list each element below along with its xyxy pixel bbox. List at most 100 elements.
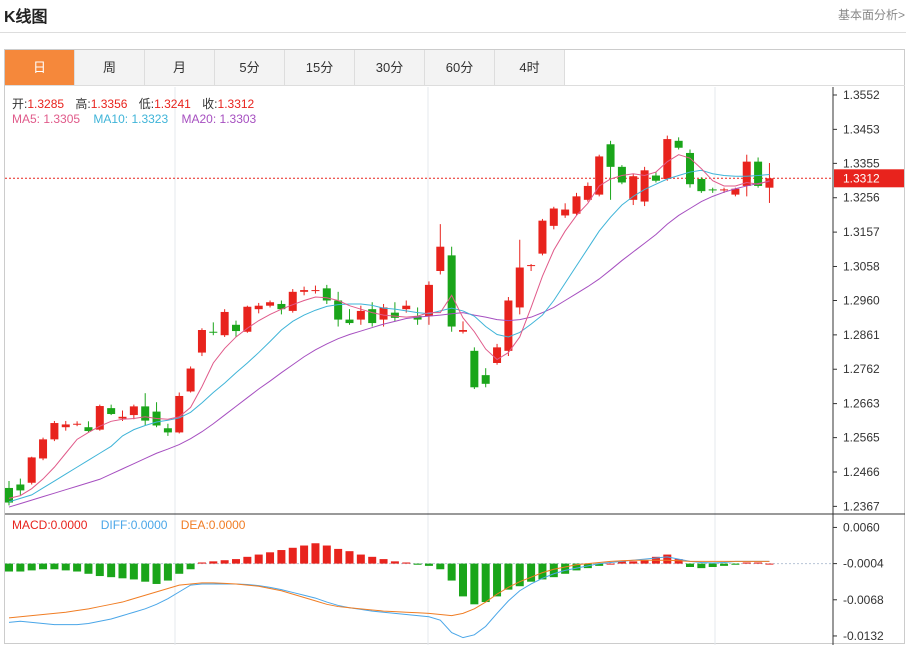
- candle-body: [572, 196, 581, 214]
- ma5-label: MA5:: [12, 112, 41, 126]
- macd-bar: [504, 563, 513, 590]
- ma10-line: [8, 169, 770, 503]
- macd-bar: [73, 563, 82, 572]
- high-label: 高:: [75, 97, 91, 111]
- candle-body: [606, 144, 615, 167]
- candle-body: [39, 439, 48, 459]
- candle-body: [345, 319, 354, 324]
- tab-5[interactable]: 30分: [355, 50, 425, 85]
- tab-1[interactable]: 周: [75, 50, 145, 85]
- macd-bar: [606, 563, 615, 565]
- diff-value: 0.0000: [130, 518, 168, 532]
- candle-body: [538, 220, 547, 254]
- page-title: K线图: [4, 9, 48, 26]
- candle-body: [95, 406, 104, 430]
- candle-body: [651, 175, 660, 181]
- dea-label: DEA:: [180, 518, 209, 532]
- macd-bar: [390, 561, 399, 564]
- macd-bar: [549, 563, 558, 578]
- candle-body: [583, 185, 592, 200]
- macd-bar: [379, 559, 388, 564]
- macd-label: MACD:: [12, 518, 51, 532]
- tab-7[interactable]: 4时: [495, 50, 565, 85]
- candle-body: [459, 330, 467, 332]
- ma-legend: MA5: 1.3305 MA10: 1.3323 MA20: 1.3303: [12, 112, 256, 126]
- macd-bar: [640, 560, 649, 564]
- macd-bar: [311, 543, 320, 564]
- candle-body: [663, 139, 672, 179]
- price-tick-label-6: 1.2960: [843, 294, 880, 308]
- macd-bar: [129, 563, 138, 580]
- macd-bar: [50, 563, 59, 570]
- price-tick-label-2: 1.3355: [843, 156, 880, 170]
- low-label: 低:: [138, 97, 155, 111]
- price-tick-label-12: 1.2367: [843, 499, 880, 513]
- price-tick-label-9: 1.2663: [843, 397, 880, 411]
- tabs-divider: [5, 85, 905, 86]
- macd-tick-label-1: -0.0004: [843, 557, 884, 571]
- macd-bar: [368, 556, 377, 564]
- open-value: 1.3285: [27, 97, 65, 111]
- low-value: 1.3241: [154, 97, 191, 111]
- macd-bar: [572, 563, 581, 571]
- macd-bar: [345, 551, 354, 564]
- price-tick-label-5: 1.3058: [843, 259, 880, 273]
- price-tick-label-3: 1.3256: [843, 191, 880, 205]
- ma20-value: 1.3303: [219, 112, 257, 126]
- tab-6[interactable]: 60分: [425, 50, 495, 85]
- candle-body: [118, 416, 127, 419]
- price-tick-label-0: 1.3552: [843, 88, 880, 102]
- candle-body: [368, 309, 377, 324]
- macd-bar: [527, 563, 536, 582]
- fundamental-analysis-link[interactable]: 基本面分析>: [837, 8, 905, 22]
- ma10-value: 1.3323: [131, 112, 169, 126]
- candle-body: [447, 255, 456, 327]
- candle-body: [390, 312, 399, 318]
- candle-body: [402, 305, 411, 310]
- macd-bar: [436, 563, 445, 570]
- candle-body: [617, 166, 626, 183]
- macd-bar: [731, 563, 740, 565]
- tab-2[interactable]: 月: [145, 50, 215, 85]
- candle-body: [141, 406, 150, 421]
- macd-bar: [152, 563, 161, 584]
- candle-body: [27, 457, 36, 483]
- candle-body: [413, 316, 422, 320]
- ma10-label: MA10:: [93, 112, 129, 126]
- macd-bar: [595, 563, 604, 566]
- macd-bar: [447, 563, 456, 581]
- candle-body: [16, 484, 25, 491]
- candle-body: [731, 188, 740, 195]
- candle-body: [436, 246, 445, 271]
- candle-body: [277, 303, 286, 310]
- candle-body: [561, 209, 570, 216]
- tab-0[interactable]: 日: [5, 50, 75, 85]
- dea-line: [8, 559, 770, 619]
- candle-body: [504, 300, 513, 351]
- macd-bar: [141, 563, 150, 582]
- price-tick-label-10: 1.2565: [843, 431, 880, 445]
- candle-body: [175, 395, 184, 433]
- macd-bar: [481, 563, 490, 603]
- candle-body: [288, 291, 297, 311]
- candle-body: [686, 152, 694, 185]
- macd-bar: [27, 563, 36, 571]
- macd-bar: [538, 563, 547, 580]
- candle-body: [674, 140, 683, 148]
- candle-body: [470, 350, 479, 388]
- macd-bar: [765, 563, 774, 565]
- candle-body: [595, 156, 604, 195]
- price-tick-label-8: 1.2762: [843, 362, 880, 376]
- macd-bar: [118, 563, 127, 579]
- candle-body: [197, 330, 206, 353]
- tab-3[interactable]: 5分: [215, 50, 285, 85]
- macd-bar: [674, 559, 683, 564]
- candle-body: [73, 423, 82, 425]
- macd-bar: [493, 563, 502, 597]
- macd-bar: [39, 563, 48, 570]
- tab-4[interactable]: 15分: [285, 50, 355, 85]
- candle-body: [742, 161, 751, 186]
- high-value: 1.3356: [90, 97, 128, 111]
- candle-body: [379, 307, 388, 320]
